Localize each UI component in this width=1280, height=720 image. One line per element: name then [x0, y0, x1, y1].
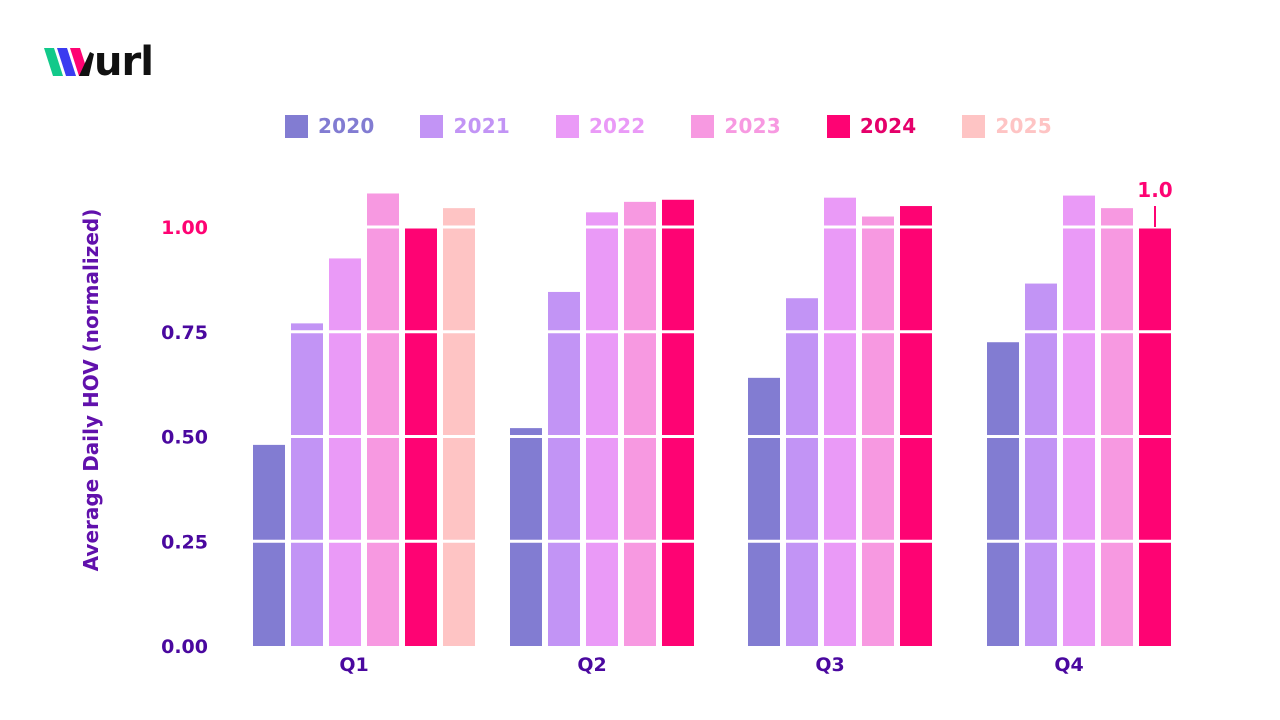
y-tick-label: 0.75 — [161, 322, 208, 344]
bar-Q1-2022 — [329, 258, 361, 646]
legend-swatch — [826, 114, 850, 138]
legend-label: 2022 — [588, 114, 646, 138]
y-tick-label: 0.00 — [161, 636, 208, 658]
bar-Q2-2021 — [548, 291, 580, 646]
w-logo-mark-icon — [44, 48, 94, 76]
bar-Q3-2023 — [862, 216, 894, 646]
legend-item-2020: 2020 — [285, 114, 374, 138]
bar-Q4-2023 — [1101, 208, 1133, 646]
legend-label: 2021 — [453, 114, 510, 138]
bar-Q3-2021 — [786, 298, 818, 646]
legend-item-2025: 2025 — [962, 114, 1052, 138]
legend-item-2023: 2023 — [691, 114, 781, 138]
y-tick-label: 0.25 — [161, 531, 208, 553]
legend-swatch — [420, 114, 444, 138]
legend-swatch — [691, 114, 715, 138]
bar-Q2-2023 — [624, 201, 656, 647]
y-tick-label: 0.50 — [161, 427, 208, 449]
logo: url — [44, 39, 154, 85]
x-tick-label: Q2 — [577, 654, 606, 676]
bar-Q3-2022 — [824, 197, 856, 647]
bar-Q4-2022 — [1063, 195, 1095, 646]
legend-item-2022: 2022 — [555, 114, 646, 138]
bar-Q1-2025 — [443, 208, 475, 646]
bar-Q2-2022 — [586, 212, 618, 646]
legend-swatch — [285, 114, 308, 138]
legend-item-2024: 2024 — [826, 114, 917, 138]
legend-swatch — [962, 114, 986, 138]
legend-label: 2025 — [995, 114, 1052, 138]
bar-Q1-2023 — [367, 193, 399, 647]
legend-label: 2020 — [318, 114, 375, 138]
bar-Q4-2021 — [1025, 283, 1057, 646]
bar-Q3-2024 — [900, 206, 932, 647]
bar-Q2-2024 — [662, 199, 694, 646]
legend-label: 2024 — [859, 114, 917, 138]
x-tick-label: Q4 — [1054, 654, 1083, 676]
bar-Q2-2020 — [510, 428, 542, 646]
legend-label: 2023 — [724, 114, 781, 138]
bar-Q1-2021 — [291, 323, 323, 646]
legend: 2020 2021 2022 2023 2024 2025 — [285, 114, 1098, 138]
x-tick-label: Q3 — [815, 654, 844, 676]
bar-Q1-2020 — [253, 444, 285, 646]
annotation-label: 1.0 — [1137, 178, 1172, 202]
y-axis-label: Average Daily HOV (normalized) — [79, 209, 103, 572]
y-tick-label: 1.00 — [161, 217, 208, 239]
x-tick-label: Q1 — [339, 654, 368, 676]
legend-item-2021: 2021 — [420, 114, 510, 138]
logo-text: url — [94, 39, 154, 85]
bar-Q3-2020 — [748, 377, 780, 646]
bar-Q4-2020 — [987, 342, 1019, 646]
legend-swatch — [555, 114, 579, 138]
